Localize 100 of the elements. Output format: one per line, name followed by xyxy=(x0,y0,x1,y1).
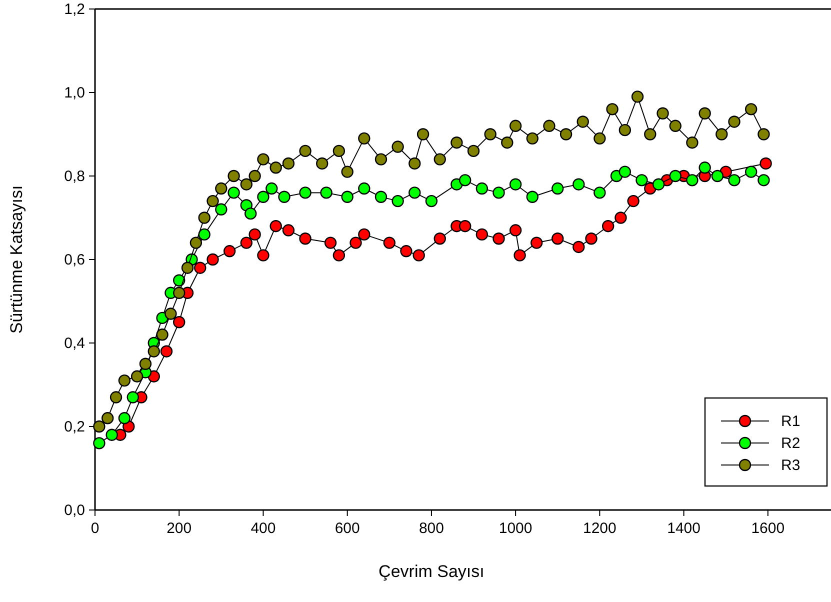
point xyxy=(484,128,496,140)
point xyxy=(585,232,598,245)
y-axis-title: Sürtünme Katsayısı xyxy=(7,185,26,334)
point xyxy=(257,190,270,203)
point xyxy=(282,224,295,236)
point xyxy=(299,232,312,245)
point xyxy=(110,391,122,404)
point xyxy=(282,157,295,170)
point xyxy=(102,412,114,424)
legend-label: R2 xyxy=(781,435,800,452)
point xyxy=(552,182,564,195)
point xyxy=(350,236,362,249)
point xyxy=(698,107,711,120)
point xyxy=(459,174,472,186)
point xyxy=(552,232,564,245)
point xyxy=(631,90,644,103)
point xyxy=(606,103,618,116)
point xyxy=(669,170,682,182)
point xyxy=(686,136,698,149)
point xyxy=(332,249,346,262)
x-tick-label: 1600 xyxy=(751,520,785,537)
point xyxy=(476,228,488,241)
point xyxy=(374,153,388,166)
point xyxy=(240,236,253,249)
point xyxy=(198,212,210,224)
point xyxy=(106,428,118,441)
y-tick-label: 1,2 xyxy=(64,1,85,18)
x-axis-title: Çevrim Sayısı xyxy=(378,562,484,581)
point xyxy=(492,232,505,245)
point xyxy=(526,132,538,145)
point xyxy=(324,236,337,249)
point xyxy=(156,328,168,341)
point xyxy=(190,236,202,249)
point xyxy=(656,107,669,120)
point xyxy=(434,153,446,166)
point xyxy=(374,190,388,203)
point xyxy=(412,249,425,262)
point xyxy=(576,116,589,128)
point xyxy=(618,166,632,178)
point xyxy=(526,190,538,203)
point xyxy=(744,166,758,178)
point xyxy=(139,358,152,370)
y-tick-label: 0,2 xyxy=(64,418,85,436)
point xyxy=(240,178,253,190)
point xyxy=(223,245,236,258)
point xyxy=(118,374,131,387)
point xyxy=(358,182,370,195)
point xyxy=(530,236,543,249)
x-tick-label: 0 xyxy=(90,520,100,537)
point xyxy=(93,437,106,450)
point xyxy=(332,144,346,158)
point xyxy=(618,124,632,136)
point xyxy=(698,162,711,174)
point xyxy=(244,207,257,220)
point xyxy=(476,182,488,195)
point xyxy=(278,190,290,203)
x-tick-label: 1200 xyxy=(583,520,616,537)
point xyxy=(248,228,261,241)
point xyxy=(118,412,131,424)
point xyxy=(509,120,522,132)
point xyxy=(215,182,228,195)
point xyxy=(408,157,421,170)
point xyxy=(744,103,758,116)
x-tick-label: 800 xyxy=(418,520,444,537)
point xyxy=(358,132,370,145)
point xyxy=(194,262,206,274)
point xyxy=(686,174,698,186)
point xyxy=(711,170,724,182)
point xyxy=(514,249,526,262)
point xyxy=(594,132,606,145)
point xyxy=(400,245,412,258)
point xyxy=(215,203,228,216)
point xyxy=(299,186,312,199)
point xyxy=(341,190,354,203)
point xyxy=(198,228,210,241)
point xyxy=(572,178,585,190)
legend-label: R3 xyxy=(781,457,800,474)
point xyxy=(425,194,438,208)
point xyxy=(728,116,740,128)
x-tick-label: 1000 xyxy=(498,520,532,537)
point xyxy=(459,220,472,232)
point xyxy=(228,170,240,182)
point xyxy=(652,178,665,190)
point xyxy=(316,157,328,170)
point xyxy=(299,144,312,158)
point xyxy=(320,186,332,199)
point xyxy=(270,220,282,232)
x-tick-label: 400 xyxy=(250,520,276,537)
point xyxy=(160,345,173,358)
point xyxy=(543,120,556,132)
point xyxy=(206,253,219,266)
legend-label: R1 xyxy=(781,413,800,430)
point xyxy=(181,262,194,274)
point xyxy=(257,153,270,166)
point xyxy=(716,128,728,140)
point xyxy=(560,128,572,140)
point xyxy=(257,249,270,262)
point xyxy=(228,186,240,199)
point xyxy=(644,128,656,140)
point xyxy=(173,316,186,328)
